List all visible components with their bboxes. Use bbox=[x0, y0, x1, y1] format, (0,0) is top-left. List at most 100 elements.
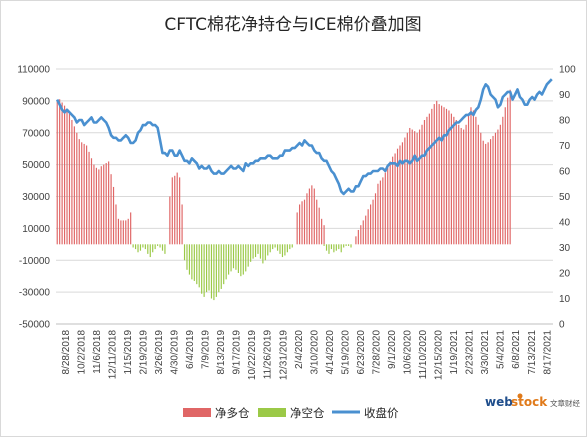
bar-net-short bbox=[223, 244, 225, 285]
bar-net-long bbox=[86, 145, 88, 245]
bar-net-short bbox=[259, 244, 262, 259]
svg-text:web: web bbox=[485, 395, 513, 409]
x-tick-label: 3/26/2019 bbox=[154, 330, 165, 375]
bar-net-long bbox=[477, 124, 479, 245]
bar-net-long bbox=[436, 100, 438, 245]
bar-net-short bbox=[218, 244, 220, 293]
bar-net-short bbox=[208, 244, 210, 291]
x-tick-label: 10/22/2019 bbox=[247, 330, 258, 380]
bar-net-short bbox=[149, 244, 151, 258]
bar-net-short bbox=[132, 244, 134, 248]
legend-label-net-long: 净多仓 bbox=[215, 406, 250, 420]
bar-net-short bbox=[333, 244, 335, 253]
bar-net-short bbox=[161, 244, 164, 251]
bar-net-short bbox=[289, 244, 291, 250]
left-tick-label: 30000 bbox=[22, 192, 50, 203]
right-tick-label: 30 bbox=[559, 243, 571, 254]
bar-net-long bbox=[171, 177, 173, 245]
legend: 净多仓 净空仓 收盘价 bbox=[183, 406, 399, 420]
bar-net-long bbox=[311, 185, 313, 245]
bar-net-short bbox=[203, 244, 205, 297]
x-tick-label: 10/2/2018 bbox=[76, 330, 87, 375]
bar-net-short bbox=[338, 244, 340, 250]
bar-net-short bbox=[154, 244, 156, 250]
bar-net-long bbox=[396, 148, 399, 245]
x-tick-label: 10/6/2020 bbox=[403, 330, 414, 375]
bar-net-long bbox=[127, 218, 129, 245]
bar-net-long bbox=[480, 132, 482, 245]
bar-net-short bbox=[225, 244, 227, 280]
bar-net-short bbox=[220, 244, 222, 289]
bar-net-long bbox=[63, 105, 66, 245]
bar-net-short bbox=[210, 244, 213, 299]
bar-net-long bbox=[360, 225, 362, 245]
bar-net-short bbox=[186, 244, 188, 270]
x-tick-label: 7/28/2020 bbox=[371, 330, 382, 375]
watermark-logo: web stock 文章财经 bbox=[482, 390, 580, 416]
left-tick-label: 50000 bbox=[22, 160, 50, 171]
bar-net-short bbox=[235, 244, 237, 270]
bar-net-short bbox=[350, 244, 352, 248]
x-tick-label: 2/23/2021 bbox=[465, 330, 476, 375]
bar-net-short bbox=[240, 244, 242, 277]
x-tick-label: 9/1/2020 bbox=[387, 330, 398, 369]
bar-net-short bbox=[230, 244, 232, 272]
bar-net-short bbox=[286, 244, 288, 253]
bar-net-long bbox=[112, 186, 115, 245]
bar-net-long bbox=[428, 113, 430, 245]
x-tick-label: 2/4/2020 bbox=[294, 330, 305, 369]
bar-net-long bbox=[392, 156, 394, 245]
x-tick-label: 11/10/2020 bbox=[418, 330, 429, 380]
bar-net-short bbox=[325, 244, 328, 251]
bar-net-long bbox=[117, 218, 120, 245]
bar-net-long bbox=[73, 126, 75, 245]
bar-net-long bbox=[78, 139, 80, 245]
bar-net-long bbox=[313, 188, 315, 245]
bar-net-long bbox=[489, 139, 492, 245]
bar-net-long bbox=[467, 113, 470, 245]
bar-net-long bbox=[321, 218, 323, 245]
bar-net-long bbox=[384, 172, 386, 245]
bar-net-long bbox=[416, 132, 418, 245]
bar-net-long bbox=[455, 120, 457, 245]
x-tick-label: 7/9/2019 bbox=[201, 330, 212, 369]
bar-net-short bbox=[159, 244, 161, 248]
bar-net-long bbox=[448, 110, 450, 245]
bar-net-long bbox=[308, 188, 310, 245]
bar-net-short bbox=[144, 244, 146, 250]
bar-net-short bbox=[343, 244, 345, 248]
bar-net-long bbox=[458, 124, 460, 245]
bar-net-long bbox=[418, 129, 421, 245]
line-series bbox=[56, 78, 553, 196]
legend-swatch-net-long bbox=[183, 408, 211, 417]
bar-net-short bbox=[237, 244, 239, 273]
bar-net-long bbox=[411, 129, 413, 245]
x-tick-label: 12/15/2020 bbox=[434, 330, 445, 380]
x-tick-label: 12/31/2019 bbox=[278, 330, 289, 380]
bar-net-long bbox=[399, 145, 401, 245]
bar-net-long bbox=[367, 209, 369, 245]
bar-net-short bbox=[152, 244, 154, 253]
bar-net-long bbox=[95, 167, 97, 245]
bar-net-long bbox=[365, 215, 367, 245]
bar-net-long bbox=[174, 175, 176, 245]
bar-net-long bbox=[433, 104, 435, 245]
left-tick-label: -10000 bbox=[19, 256, 51, 267]
bar-net-long bbox=[372, 199, 374, 245]
legend-label-close: 收盘价 bbox=[364, 406, 399, 420]
bar-net-long bbox=[423, 120, 426, 245]
bar-net-long bbox=[103, 164, 105, 245]
bar-net-long bbox=[71, 120, 73, 245]
bar-net-long bbox=[179, 177, 181, 245]
x-tick-label: 1/19/2021 bbox=[449, 330, 460, 375]
bar-net-long bbox=[382, 177, 384, 245]
bar-net-long bbox=[181, 204, 183, 245]
bar-net-long bbox=[110, 174, 112, 245]
x-tick-label: 11/6/2018 bbox=[92, 330, 103, 374]
bar-net-long bbox=[362, 220, 364, 245]
bar-net-short bbox=[193, 244, 195, 281]
x-tick-label: 5/19/2020 bbox=[340, 330, 351, 375]
bar-net-long bbox=[98, 169, 100, 245]
